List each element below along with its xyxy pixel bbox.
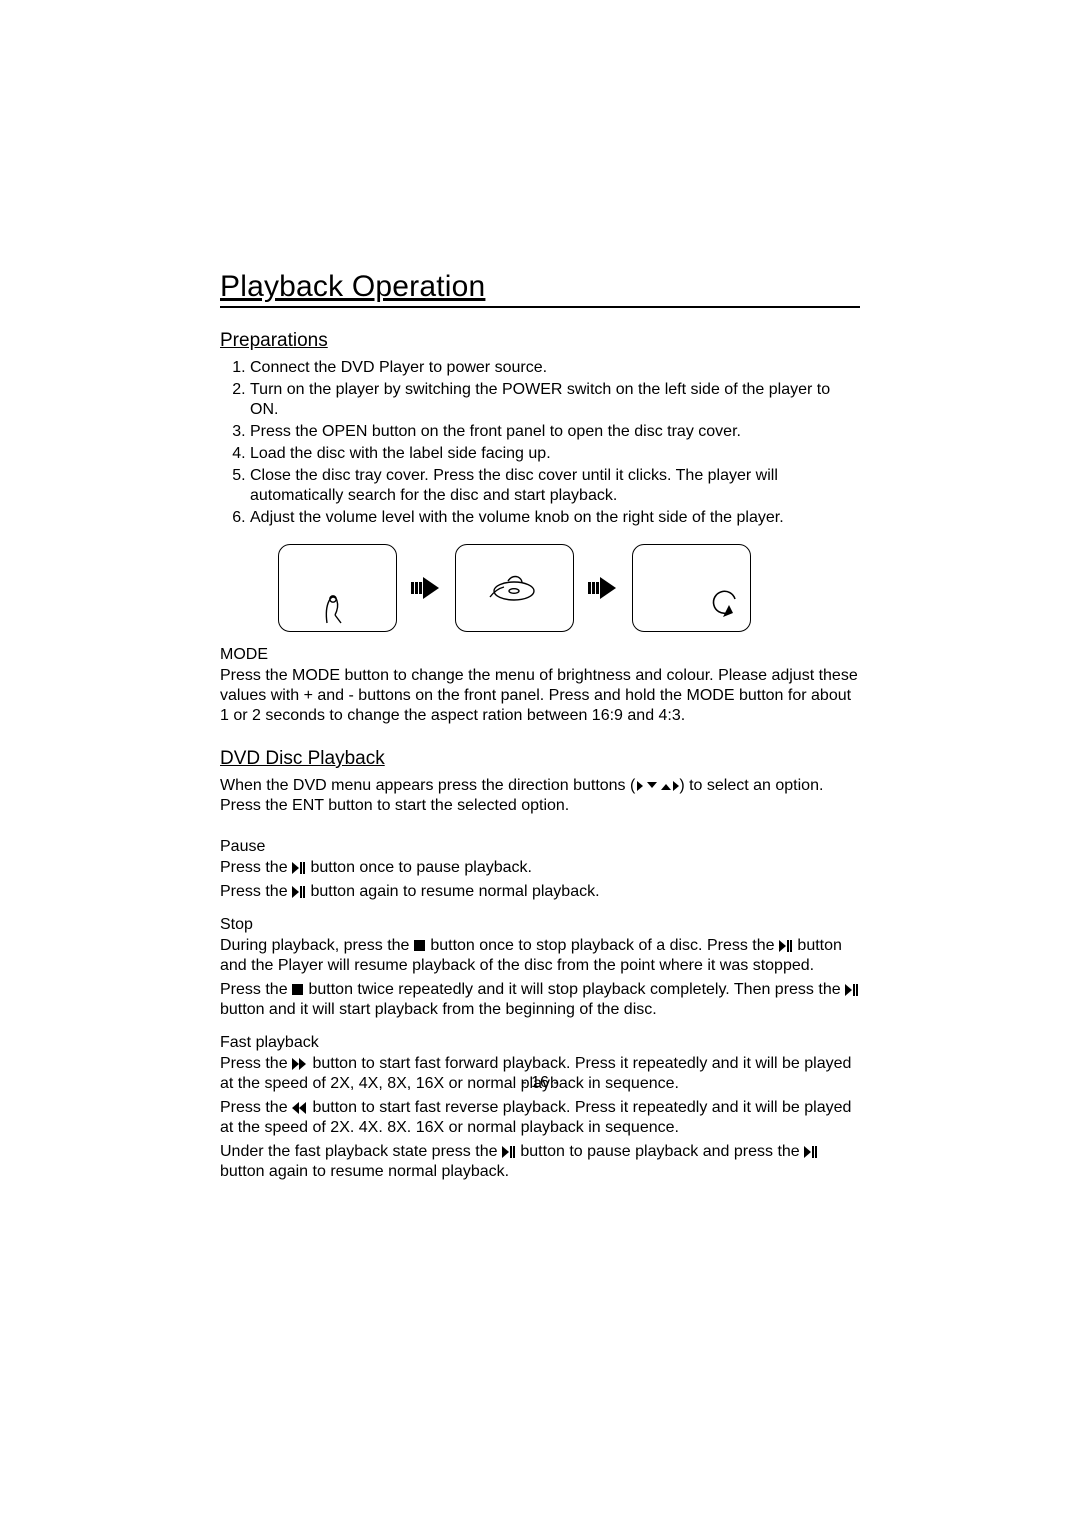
open-switch-icon	[279, 545, 396, 631]
stop-p2: Press the button twice repeatedly and it…	[220, 980, 860, 1020]
arrow-icon-2	[588, 575, 618, 601]
stop-icon	[414, 940, 426, 952]
fast-heading: Fast playback	[220, 1034, 860, 1052]
fast-p3: Under the fast playback state press the …	[220, 1142, 860, 1182]
preparations-list: Connect the DVD Player to power source. …	[220, 358, 860, 528]
play-pause-icon	[804, 1146, 818, 1158]
step-5: Close the disc tray cover. Press the dis…	[250, 466, 860, 506]
close-arrow-icon	[633, 545, 750, 631]
step-3: Press the OPEN button on the front panel…	[250, 422, 860, 442]
diagram-panel-close	[632, 544, 751, 632]
play-pause-icon	[292, 862, 306, 874]
mode-heading: MODE	[220, 646, 860, 664]
step-6: Adjust the volume level with the volume …	[250, 508, 860, 528]
play-pause-icon	[845, 984, 859, 996]
step-1: Connect the DVD Player to power source.	[250, 358, 860, 378]
play-pause-icon	[779, 940, 793, 952]
dvd-heading: DVD Disc Playback	[220, 748, 860, 770]
step-4: Load the disc with the label side facing…	[250, 444, 860, 464]
fast-forward-icon	[292, 1058, 308, 1070]
mode-body: Press the MODE button to change the menu…	[220, 666, 860, 726]
arrow-icon-1	[411, 575, 441, 601]
fast-p2: Press the button to start fast reverse p…	[220, 1098, 860, 1138]
diagram-panel-open	[278, 544, 397, 632]
manual-page: Playback Operation Preparations Connect …	[0, 0, 1080, 1527]
fast-reverse-icon	[292, 1102, 308, 1114]
stop-heading: Stop	[220, 916, 860, 934]
diagram-row	[278, 544, 860, 632]
page-number: - 16 -	[0, 1074, 1080, 1092]
diagram-panel-disc	[455, 544, 574, 632]
direction-buttons-icon	[635, 780, 679, 792]
pause-heading: Pause	[220, 838, 860, 856]
pause-line2: Press the button again to resume normal …	[220, 882, 860, 902]
stop-icon	[292, 984, 304, 996]
play-pause-icon	[502, 1146, 516, 1158]
play-pause-icon	[292, 886, 306, 898]
dvd-intro-a: When the DVD menu appears press the dire…	[220, 777, 635, 794]
page-title: Playback Operation	[220, 270, 860, 308]
dvd-intro: When the DVD menu appears press the dire…	[220, 776, 860, 816]
stop-p1: During playback, press the button once t…	[220, 936, 860, 976]
step-2: Turn on the player by switching the POWE…	[250, 380, 860, 420]
preparations-heading: Preparations	[220, 330, 860, 352]
disc-hand-icon	[456, 545, 573, 631]
pause-line1: Press the button once to pause playback.	[220, 858, 860, 878]
